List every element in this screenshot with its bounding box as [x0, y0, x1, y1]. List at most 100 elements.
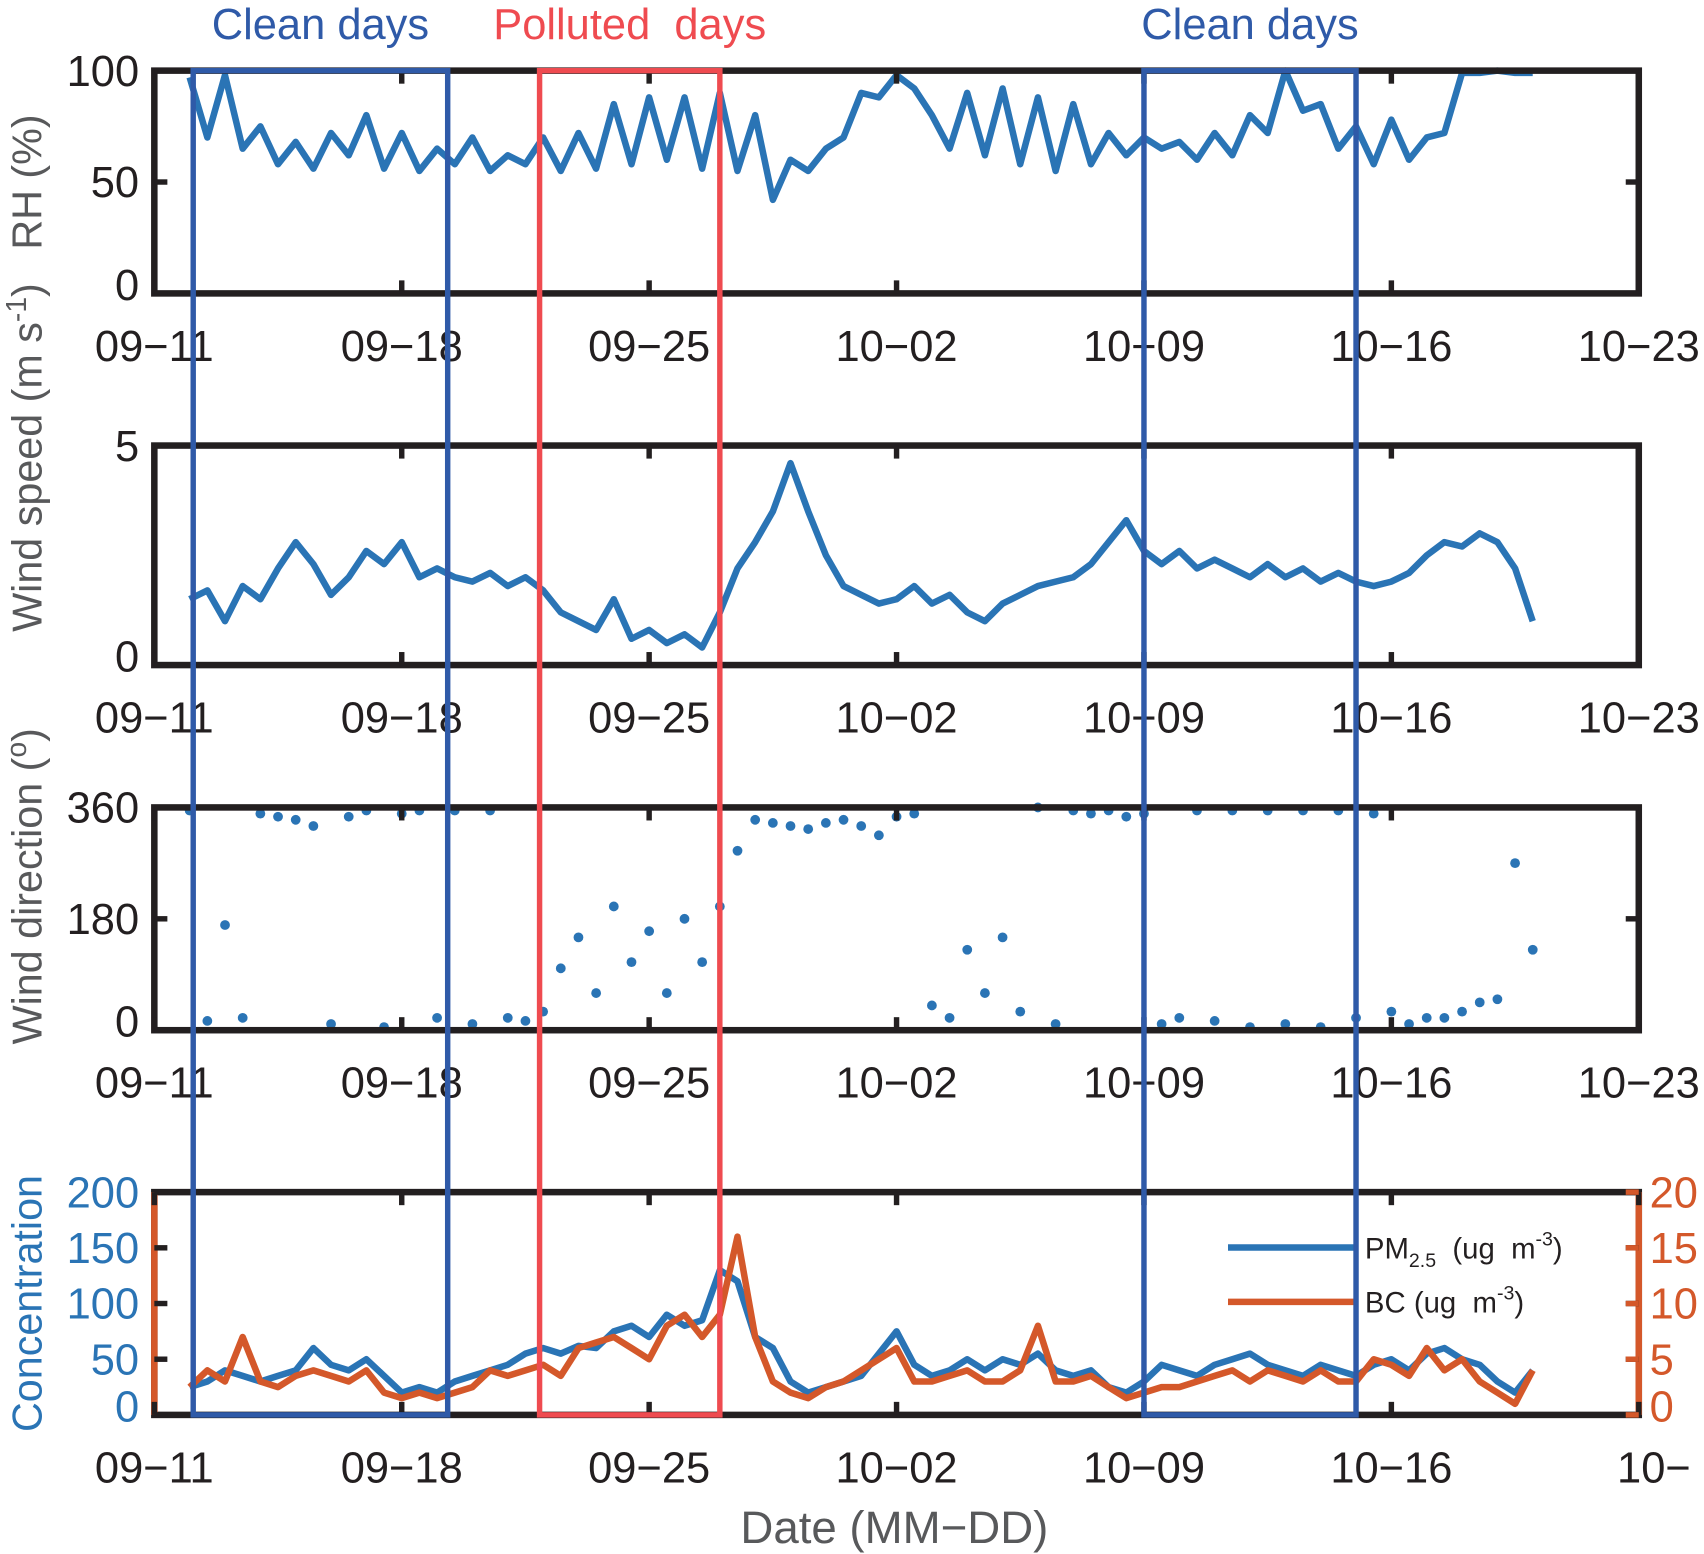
- x-tick-label: 10−23: [1578, 1060, 1700, 1108]
- scatter-point: [856, 821, 867, 831]
- scatter-point: [1086, 808, 1096, 819]
- scatter-point: [626, 957, 637, 968]
- scatter-point: [909, 808, 920, 819]
- y2-tick-label: 0: [1650, 1383, 1674, 1431]
- y-axis-title-superscript: o: [0, 742, 32, 758]
- scatter-point: [237, 1012, 248, 1023]
- y-axis-title-end: ): [4, 283, 50, 297]
- y-axis-title-text: Wind direction (: [4, 757, 50, 1044]
- x-tick-label: 09−25: [588, 1060, 710, 1108]
- y-axis-title: Wind direction (o): [0, 728, 50, 1044]
- y-axis-title-superscript: -1: [0, 297, 32, 322]
- scatter-point: [520, 1016, 531, 1026]
- scatter-point: [1156, 1019, 1167, 1029]
- scatter-point: [1510, 858, 1520, 869]
- scatter-point: [1050, 1019, 1061, 1029]
- x-tick-label: 09−18: [341, 1444, 463, 1492]
- scatter-point: [255, 808, 266, 819]
- scatter-point: [697, 957, 708, 968]
- scatter-point: [1474, 997, 1485, 1008]
- x-tick-label: 10−: [1617, 1444, 1691, 1492]
- y-tick-label: 180: [67, 896, 140, 944]
- scatter-point: [1439, 1012, 1450, 1023]
- scatter-point: [308, 821, 319, 831]
- x-tick-label: 10−02: [836, 694, 958, 742]
- scatter-point: [1492, 994, 1503, 1005]
- series-line-rh: [186, 67, 1533, 204]
- y-tick-label: 360: [67, 785, 140, 833]
- x-tick-label: 10−02: [836, 323, 958, 371]
- x-tick-label: 09−18: [341, 694, 463, 742]
- scatter-point: [661, 988, 672, 998]
- x-tick-label: 10−16: [1330, 694, 1452, 742]
- x-tick-label: 10−23: [1578, 323, 1700, 371]
- scatter-point: [785, 821, 796, 831]
- scatter-point: [502, 1012, 513, 1023]
- scatter-point: [980, 988, 990, 998]
- scatter-point: [591, 988, 602, 998]
- clean-days-box: [190, 67, 451, 1418]
- x-tick-label: 09−11: [95, 1444, 214, 1492]
- y-tick-label: 50: [91, 1336, 139, 1384]
- scatter-point: [343, 811, 354, 822]
- scatter-point: [873, 830, 884, 841]
- scatter-point: [326, 1019, 336, 1029]
- scatter-point: [820, 818, 831, 828]
- scatter-point: [767, 818, 778, 828]
- panel-1: 09−11 09−18 09−25 10−02 10−09 10−16 10−2305010…: [4, 48, 1699, 371]
- series-line-wind-speed: [188, 459, 1536, 651]
- x-tick-label: 10−09: [1083, 1444, 1205, 1492]
- scatter-point: [573, 932, 584, 943]
- y2-tick-label: 15: [1650, 1225, 1698, 1273]
- axes-frame: [151, 804, 1643, 1034]
- y-tick-label: 200: [67, 1169, 140, 1217]
- y-axis-title: RH (%): [4, 114, 50, 249]
- y-axis-title-end: ): [4, 728, 50, 742]
- y-tick-label: 5: [115, 423, 139, 471]
- polluted-days-box: [536, 67, 723, 1418]
- legend-label: BC (ug m-3): [1365, 1283, 1524, 1320]
- scatter-point: [1121, 811, 1132, 822]
- y-tick-label: 50: [91, 159, 139, 207]
- y2-tick-label: 5: [1650, 1336, 1674, 1384]
- x-tick-label: 09−25: [588, 694, 710, 742]
- scatter-point: [1015, 1006, 1026, 1017]
- y2-tick-label: 20: [1650, 1169, 1698, 1217]
- scatter-point: [1457, 1006, 1467, 1017]
- series-line-bc: [187, 1233, 1536, 1408]
- y-axis-title-text: RH (%): [4, 114, 50, 249]
- y2-tick-label: 10: [1650, 1281, 1698, 1329]
- scatter-point: [1421, 1012, 1432, 1023]
- scatter-point: [750, 814, 761, 825]
- y-tick-label: 0: [115, 634, 139, 682]
- scatter-point: [220, 920, 230, 930]
- scatter-point: [608, 901, 619, 912]
- scatter-point: [679, 913, 690, 924]
- y-axis-title-text: Wind speed (m s: [4, 322, 50, 632]
- scatter-point: [1209, 1016, 1220, 1026]
- scatter-point: [202, 1016, 213, 1026]
- y-tick-label: 100: [67, 1281, 140, 1329]
- scatter-point: [803, 824, 814, 834]
- y-axis-title-text: Concentration: [4, 1175, 50, 1432]
- x-axis-title: Date (MM−DD): [740, 1502, 1048, 1553]
- scatter-point: [467, 1019, 478, 1029]
- scatter-point: [838, 814, 849, 825]
- legend-label: PM2.5 (ug m-3): [1365, 1228, 1563, 1272]
- x-tick-label: 09−25: [588, 323, 710, 371]
- y-axis-title: Wind speed (m s-1): [0, 283, 50, 632]
- scatter-point: [1404, 1019, 1414, 1029]
- x-tick-label: 10−02: [836, 1444, 958, 1492]
- scatter-point: [962, 944, 973, 955]
- legend: PM2.5 (ug m-3) BC (ug m-3): [1228, 1228, 1563, 1320]
- scatter-point: [944, 1012, 955, 1023]
- axes-frame: [151, 67, 1643, 297]
- scatter-point: [1386, 1006, 1397, 1017]
- scatter-point: [1527, 944, 1538, 955]
- y-tick-label: 100: [67, 48, 140, 96]
- annotation-label: Clean days: [1141, 1, 1358, 49]
- scatter-point: [997, 932, 1008, 943]
- scatter-point: [1174, 1012, 1185, 1023]
- x-tick-label: 10−02: [836, 1060, 958, 1108]
